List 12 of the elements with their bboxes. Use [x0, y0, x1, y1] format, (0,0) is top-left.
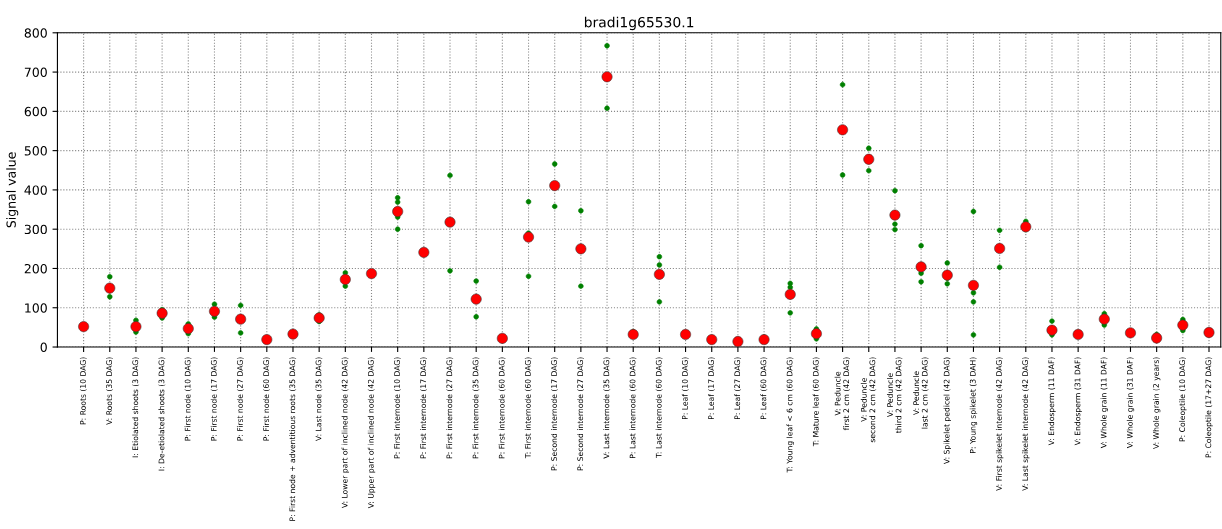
y-tick-label: 700 [24, 67, 47, 77]
point [156, 307, 168, 319]
y-tick-label: 0 [40, 342, 47, 352]
y-tick-label: 600 [24, 106, 47, 117]
y-tick-label: 500 [24, 146, 47, 156]
y-tick-label: 300 [24, 224, 47, 235]
y-axis-title: Signal value [6, 152, 19, 228]
y-tick-label: 800 [24, 28, 47, 38]
y-tick-label: 400 [24, 185, 47, 195]
y-tick-label: 200 [24, 263, 47, 274]
y-tick-label: 100 [25, 303, 47, 313]
chart-title: bradi1g65530.1 [584, 16, 694, 31]
